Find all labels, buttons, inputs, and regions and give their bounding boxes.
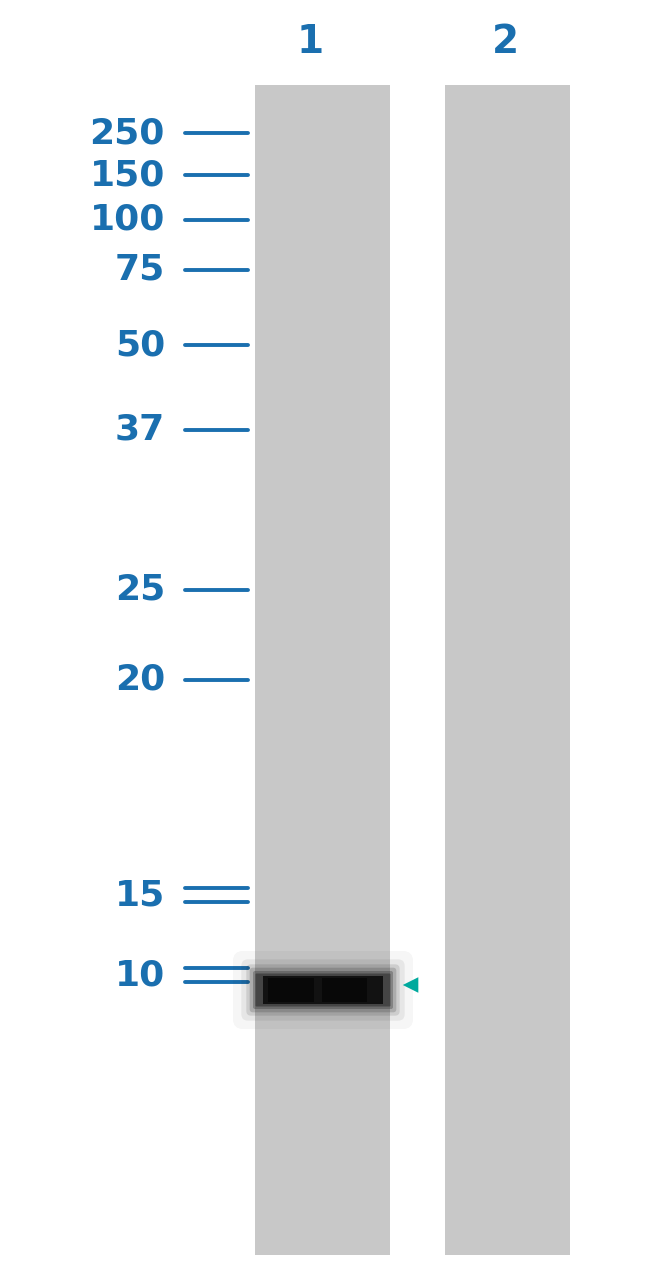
Text: 1: 1: [296, 23, 324, 61]
Text: 75: 75: [115, 253, 165, 287]
Bar: [268, 978, 313, 1002]
Text: 20: 20: [115, 663, 165, 697]
FancyBboxPatch shape: [255, 974, 391, 1007]
Bar: [255, 85, 390, 1255]
Text: 37: 37: [115, 413, 165, 447]
FancyBboxPatch shape: [246, 964, 400, 1016]
Bar: [322, 978, 367, 1002]
Text: 250: 250: [90, 116, 165, 150]
Text: 10: 10: [115, 958, 165, 992]
Text: 15: 15: [115, 878, 165, 912]
FancyBboxPatch shape: [250, 968, 396, 1012]
Text: 100: 100: [90, 203, 165, 237]
Text: 2: 2: [491, 23, 519, 61]
Bar: [445, 85, 570, 1255]
Text: 150: 150: [90, 157, 165, 192]
FancyBboxPatch shape: [253, 972, 393, 1008]
FancyBboxPatch shape: [241, 959, 405, 1021]
Bar: [263, 977, 383, 1005]
Text: 50: 50: [115, 328, 165, 362]
Text: 25: 25: [115, 573, 165, 607]
